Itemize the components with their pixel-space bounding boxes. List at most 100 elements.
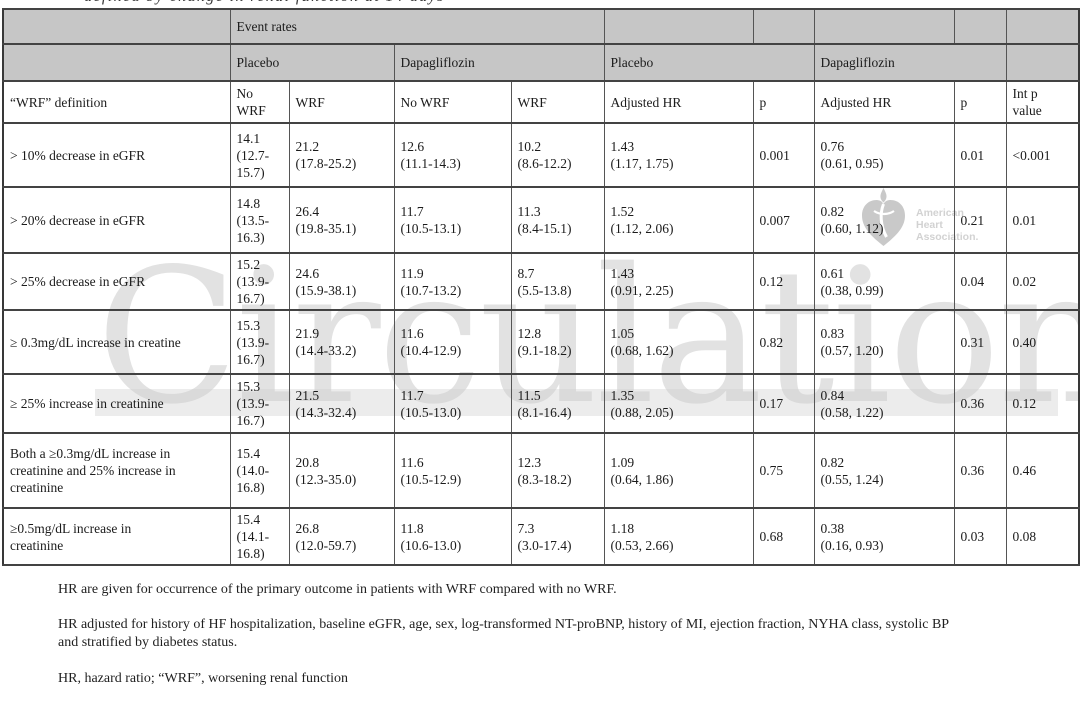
table-cell: 15.4 (14.1- 16.8) [229, 507, 290, 566]
table-cell: 10.2 (8.6-12.2) [510, 122, 605, 188]
table-cell: 0.17 [752, 373, 815, 434]
table-cell: 0.03 [953, 507, 1007, 566]
column-header: p [953, 80, 1007, 124]
table-body: > 10% decrease in eGFR 14.1 (12.7- 15.7)… [2, 122, 1080, 566]
table-cell: 15.3 (13.9- 16.7) [229, 373, 290, 434]
table-cell: 0.76 (0.61, 0.95) [813, 122, 955, 188]
table-cell: 0.21 [953, 186, 1007, 254]
row-label: ≥ 0.3mg/dL increase in creatine [2, 309, 231, 375]
table-cell: 0.83 (0.57, 1.20) [813, 309, 955, 375]
column-header: Int p value [1005, 80, 1080, 124]
table-cell: 0.12 [752, 252, 815, 311]
table-cell: 20.8 (12.3-35.0) [288, 432, 395, 509]
table-cell: 7.3 (3.0-17.4) [510, 507, 605, 566]
table-cell: 11.6 (10.4-12.9) [393, 309, 512, 375]
corner-cell [2, 8, 231, 45]
table-cell: 0.02 [1005, 252, 1080, 311]
table-cell: 0.82 (0.55, 1.24) [813, 432, 955, 509]
table-caption-fragment: defined by change in renal function at 1… [84, 0, 604, 6]
column-header: WRF [288, 80, 395, 124]
table-cell: 11.7 (10.5-13.1) [393, 186, 512, 254]
table-cell: 15.2 (13.9- 16.7) [229, 252, 290, 311]
table-cell: 0.12 [1005, 373, 1080, 434]
table-row: ≥ 25% increase in creatinine 15.3 (13.9-… [2, 373, 1080, 434]
empty-header-cell [603, 8, 754, 45]
table-cell: 12.3 (8.3-18.2) [510, 432, 605, 509]
table-cell: 8.7 (5.5-13.8) [510, 252, 605, 311]
table-cell: 0.31 [953, 309, 1007, 375]
table-cell: 1.52 (1.12, 2.06) [603, 186, 754, 254]
header-row-event-rates: Event rates [2, 8, 1080, 45]
table-row: ≥ 0.3mg/dL increase in creatine 15.3 (13… [2, 309, 1080, 375]
empty-header-cell [813, 8, 955, 45]
caption-text: defined by change in renal function at 1… [84, 0, 604, 6]
table-cell: 11.3 (8.4-15.1) [510, 186, 605, 254]
table-cell: 1.05 (0.68, 1.62) [603, 309, 754, 375]
table-cell: 1.43 (0.91, 2.25) [603, 252, 754, 311]
table-row: > 25% decrease in eGFR 15.2 (13.9- 16.7)… [2, 252, 1080, 311]
row-label: ≥ 25% increase in creatinine [2, 373, 231, 434]
table-row: > 20% decrease in eGFR 14.8 (13.5- 16.3)… [2, 186, 1080, 254]
empty-header-cell [752, 8, 815, 45]
table-cell: 11.7 (10.5-13.0) [393, 373, 512, 434]
table-cell: 0.38 (0.16, 0.93) [813, 507, 955, 566]
row-label: Both a ≥0.3mg/dL increase in creatinine … [2, 432, 231, 509]
table-cell: 0.68 [752, 507, 815, 566]
table-cell: 0.01 [953, 122, 1007, 188]
table-cell: 15.3 (13.9- 16.7) [229, 309, 290, 375]
table-cell: 21.5 (14.3-32.4) [288, 373, 395, 434]
event-rates-header: Event rates [229, 8, 605, 45]
table-cell: 11.8 (10.6-13.0) [393, 507, 512, 566]
empty-header-cell [953, 8, 1007, 45]
table-cell: 0.61 (0.38, 0.99) [813, 252, 955, 311]
note-line: HR, hazard ratio; “WRF”, worsening renal… [58, 670, 349, 686]
group-placebo-events: Placebo [229, 43, 395, 82]
table-cell: 0.40 [1005, 309, 1080, 375]
table-cell: 14.1 (12.7- 15.7) [229, 122, 290, 188]
note-line: HR adjusted for history of HF hospitaliz… [58, 617, 950, 651]
column-header: Adjusted HR [603, 80, 754, 124]
table-row: > 10% decrease in eGFR 14.1 (12.7- 15.7)… [2, 122, 1080, 188]
table-cell: 1.35 (0.88, 2.05) [603, 373, 754, 434]
table-cell: 12.8 (9.1-18.2) [510, 309, 605, 375]
table-row: Both a ≥0.3mg/dL increase in creatinine … [2, 432, 1080, 509]
table-cell: 26.4 (19.8-35.1) [288, 186, 395, 254]
table-cell: 11.6 (10.5-12.9) [393, 432, 512, 509]
table-cell: 14.8 (13.5- 16.3) [229, 186, 290, 254]
table-cell: 0.46 [1005, 432, 1080, 509]
table-cell: 11.9 (10.7-13.2) [393, 252, 512, 311]
empty-header-cell [1005, 43, 1080, 82]
table-cell: 15.4 (14.0- 16.8) [229, 432, 290, 509]
group-dapagliflozin-hr: Dapagliflozin [813, 43, 1007, 82]
empty-header-cell [1005, 8, 1080, 45]
row-label: > 25% decrease in eGFR [2, 252, 231, 311]
table-cell: 26.8 (12.0-59.7) [288, 507, 395, 566]
results-table: Event rates Placebo Dapagliflozin Placeb… [2, 8, 1080, 566]
empty-header-cell [2, 43, 231, 82]
table-cell: 1.43 (1.17, 1.75) [603, 122, 754, 188]
table-row: ≥0.5mg/dL increase in creatinine 15.4 (1… [2, 507, 1080, 566]
table-cell: 0.82 [752, 309, 815, 375]
table-cell: 0.75 [752, 432, 815, 509]
table-cell: 0.04 [953, 252, 1007, 311]
row-label: > 20% decrease in eGFR [2, 186, 231, 254]
row-label: ≥0.5mg/dL increase in creatinine [2, 507, 231, 566]
table-cell: 0.007 [752, 186, 815, 254]
header-row-columns: “WRF” definition No WRF WRF No WRF WRF A… [2, 80, 1080, 124]
column-header: No WRF [393, 80, 512, 124]
table-cell: 1.18 (0.53, 2.66) [603, 507, 754, 566]
table-header: Event rates Placebo Dapagliflozin Placeb… [2, 8, 1080, 124]
group-dapagliflozin-events: Dapagliflozin [393, 43, 605, 82]
table-cell: <0.001 [1005, 122, 1080, 188]
table-cell: 0.84 (0.58, 1.22) [813, 373, 955, 434]
table-cell: 21.2 (17.8-25.2) [288, 122, 395, 188]
table-cell: 0.36 [953, 432, 1007, 509]
column-header: p [752, 80, 815, 124]
table-cell: 12.6 (11.1-14.3) [393, 122, 512, 188]
column-header: Adjusted HR [813, 80, 955, 124]
table-cell: 0.08 [1005, 507, 1080, 566]
table-cell: 0.82 (0.60, 1.12) [813, 186, 955, 254]
column-header: WRF [510, 80, 605, 124]
table-cell: 0.001 [752, 122, 815, 188]
row-label: > 10% decrease in eGFR [2, 122, 231, 188]
